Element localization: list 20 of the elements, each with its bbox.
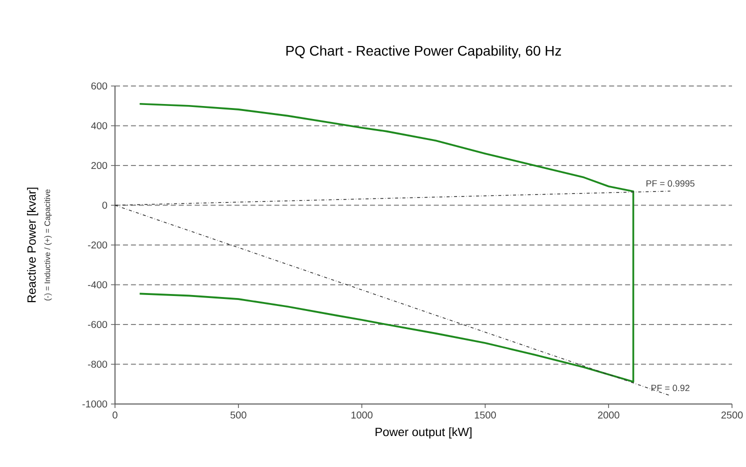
annotation: PF = 0.9995 — [646, 180, 694, 187]
y-tick-label: 600 — [91, 82, 108, 90]
y-tick-label: -200 — [88, 241, 108, 249]
x-tick-label: 1500 — [474, 412, 496, 419]
chart-title: PQ Chart - Reactive Power Capability, 60 Hz — [286, 45, 561, 58]
y-tick-label: -800 — [88, 360, 108, 368]
y-tick-label: 0 — [102, 202, 108, 209]
y-tick-label: -1000 — [82, 400, 108, 408]
x-tick-label: 0 — [112, 412, 118, 419]
y-axis-title: Reactive Power [kvar] — [27, 188, 38, 302]
x-tick-label: 2000 — [598, 412, 620, 419]
y-tick-label: -400 — [88, 281, 108, 288]
x-axis-title: Power output [kW] — [376, 427, 472, 439]
x-tick-label: 1000 — [351, 412, 372, 419]
y-tick-label: 200 — [91, 162, 108, 170]
x-tick-label: 2500 — [721, 412, 743, 419]
y-tick-label: -600 — [88, 320, 108, 328]
y-tick-label: 400 — [91, 122, 108, 130]
x-tick-label: 500 — [230, 412, 246, 419]
annotation: PF = 0.92 — [651, 384, 690, 392]
